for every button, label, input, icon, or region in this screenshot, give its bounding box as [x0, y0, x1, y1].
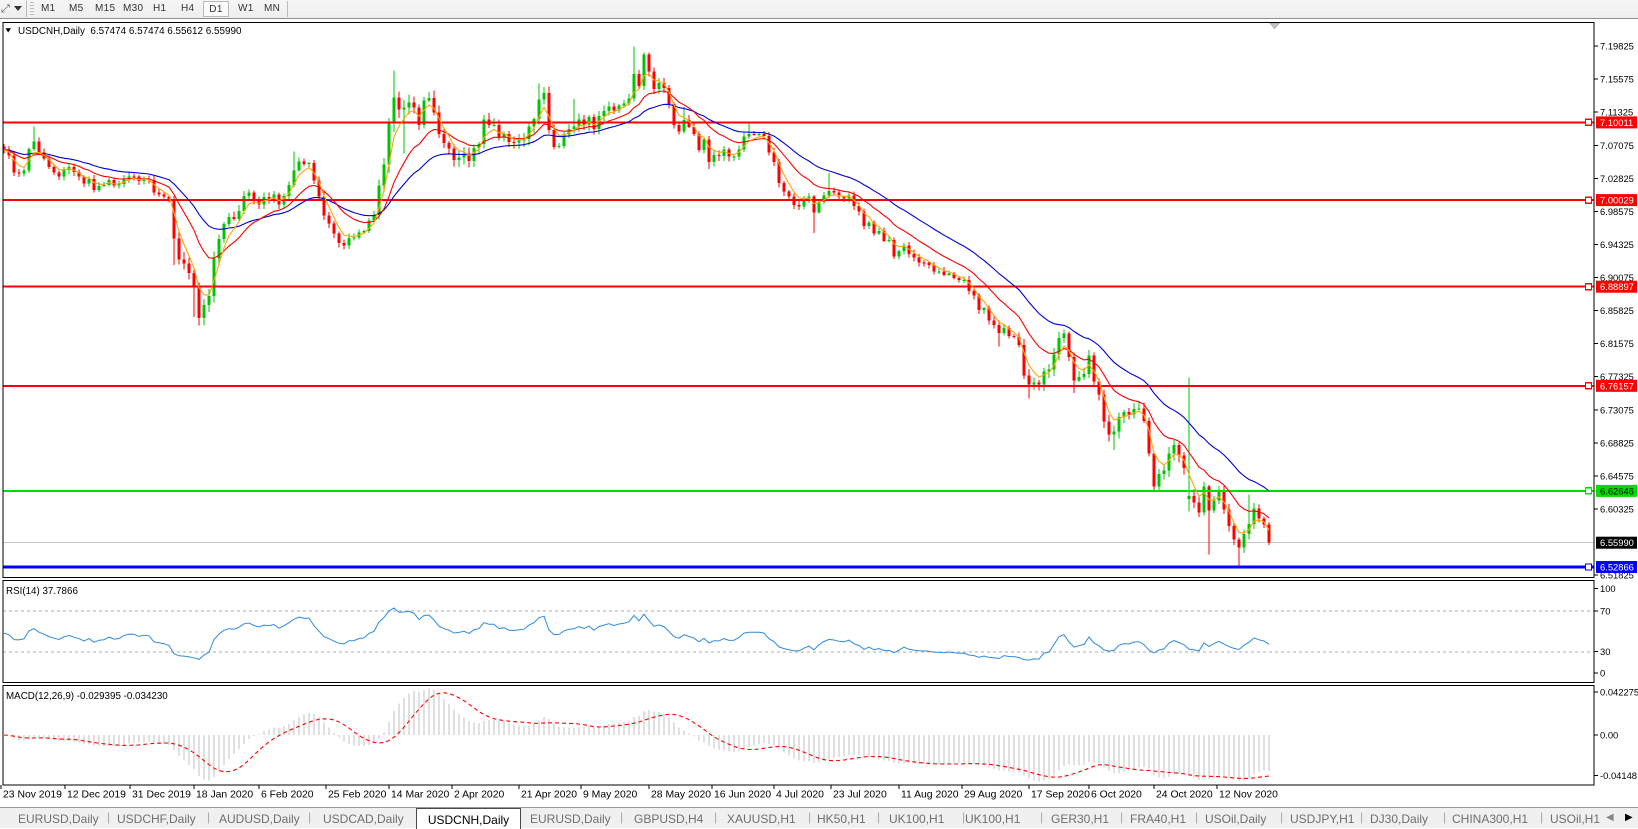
svg-text:0: 0	[1600, 668, 1605, 679]
svg-text:6.77325: 6.77325	[1600, 371, 1634, 382]
svg-text:6.73075: 6.73075	[1600, 404, 1634, 415]
svg-text:6.81575: 6.81575	[1600, 338, 1634, 349]
svg-text:6.55990: 6.55990	[1600, 537, 1634, 548]
svg-text:9 May 2020: 9 May 2020	[583, 790, 638, 801]
svg-text:14 Mar 2020: 14 Mar 2020	[391, 790, 450, 801]
svg-text:0.00: 0.00	[1600, 730, 1618, 741]
svg-text:6.76157: 6.76157	[1600, 380, 1634, 391]
svg-text:23 Nov 2019: 23 Nov 2019	[3, 790, 62, 801]
svg-text:6 Oct 2020: 6 Oct 2020	[1091, 790, 1142, 801]
svg-text:6.62646: 6.62646	[1600, 485, 1634, 496]
svg-text:6.85825: 6.85825	[1600, 305, 1634, 316]
svg-text:30: 30	[1600, 646, 1610, 657]
svg-text:12 Nov 2020: 12 Nov 2020	[1219, 790, 1278, 801]
svg-text:6.64575: 6.64575	[1600, 470, 1634, 481]
svg-text:17 Sep 2020: 17 Sep 2020	[1031, 790, 1090, 801]
svg-text:6 Feb 2020: 6 Feb 2020	[261, 790, 314, 801]
svg-text:MACD(12,26,9) -0.029395 -0.034: MACD(12,26,9) -0.029395 -0.034230	[6, 691, 168, 702]
svg-text:6.94325: 6.94325	[1600, 239, 1634, 250]
svg-text:7.02825: 7.02825	[1600, 173, 1634, 184]
svg-text:24 Oct 2020: 24 Oct 2020	[1156, 790, 1213, 801]
svg-text:7.11325: 7.11325	[1600, 107, 1633, 118]
svg-text:0.042275: 0.042275	[1600, 687, 1638, 698]
svg-text:7.00029: 7.00029	[1600, 195, 1634, 206]
svg-text:6.68825: 6.68825	[1600, 437, 1634, 448]
svg-text:2 Apr 2020: 2 Apr 2020	[454, 790, 504, 801]
svg-text:RSI(14) 37.7866: RSI(14) 37.7866	[6, 586, 78, 597]
svg-text:28 May 2020: 28 May 2020	[651, 790, 711, 801]
svg-text:21 Apr 2020: 21 Apr 2020	[521, 790, 577, 801]
svg-text:100: 100	[1600, 583, 1616, 594]
svg-text:29 Aug 2020: 29 Aug 2020	[964, 790, 1023, 801]
svg-text:23 Jul 2020: 23 Jul 2020	[833, 790, 887, 801]
svg-text:7.15575: 7.15575	[1600, 74, 1634, 85]
svg-text:6.52866: 6.52866	[1600, 562, 1634, 573]
svg-text:7.07075: 7.07075	[1600, 140, 1634, 151]
svg-text:70: 70	[1600, 606, 1610, 617]
svg-text:12 Dec 2019: 12 Dec 2019	[67, 790, 126, 801]
svg-text:6.51825: 6.51825	[1600, 570, 1634, 581]
svg-text:25 Feb 2020: 25 Feb 2020	[328, 790, 387, 801]
svg-text:-0.04148: -0.04148	[1600, 770, 1637, 781]
svg-text:7.10011: 7.10011	[1600, 117, 1633, 128]
svg-text:4 Jul 2020: 4 Jul 2020	[776, 790, 824, 801]
svg-text:11 Aug 2020: 11 Aug 2020	[901, 790, 959, 801]
svg-text:31 Dec 2019: 31 Dec 2019	[132, 790, 191, 801]
svg-text:6.90075: 6.90075	[1600, 272, 1634, 283]
svg-text:7.19825: 7.19825	[1600, 41, 1634, 52]
svg-text:18 Jan 2020: 18 Jan 2020	[196, 790, 253, 801]
svg-text:6.60325: 6.60325	[1600, 504, 1634, 515]
svg-text:16 Jun 2020: 16 Jun 2020	[714, 790, 771, 801]
svg-text:6.98575: 6.98575	[1600, 206, 1634, 217]
svg-text:6.88897: 6.88897	[1600, 281, 1634, 292]
svg-text:USDCNH,Daily 6.57474 6.57474: USDCNH,Daily 6.57474 6.57474 6.55612 6.5…	[18, 26, 242, 37]
